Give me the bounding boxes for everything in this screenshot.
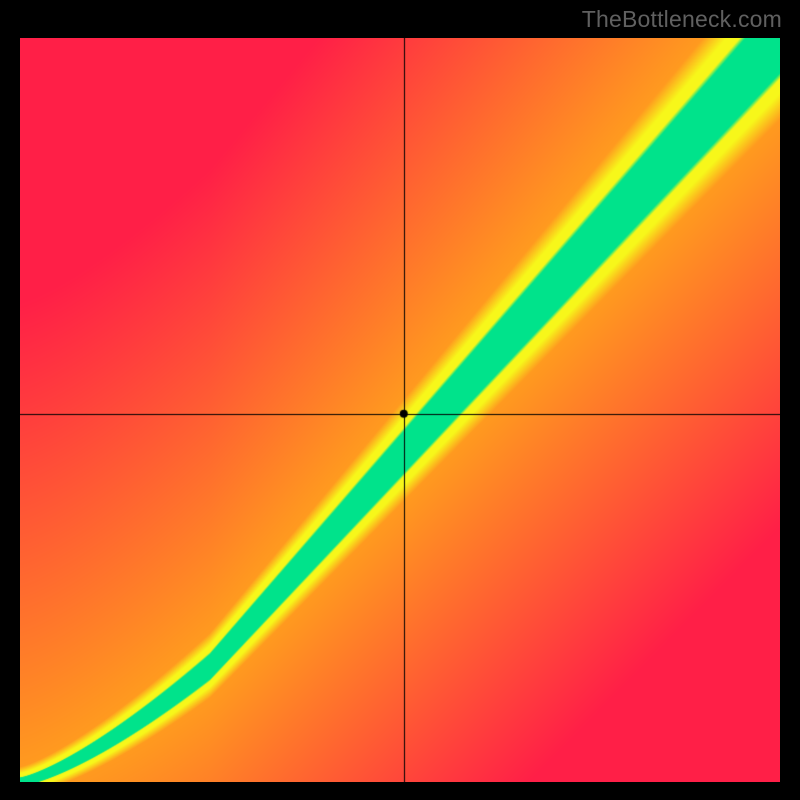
chart-container: TheBottleneck.com <box>0 0 800 800</box>
heatmap-canvas <box>20 38 780 782</box>
heatmap-plot <box>20 38 780 782</box>
watermark-text: TheBottleneck.com <box>582 6 782 33</box>
